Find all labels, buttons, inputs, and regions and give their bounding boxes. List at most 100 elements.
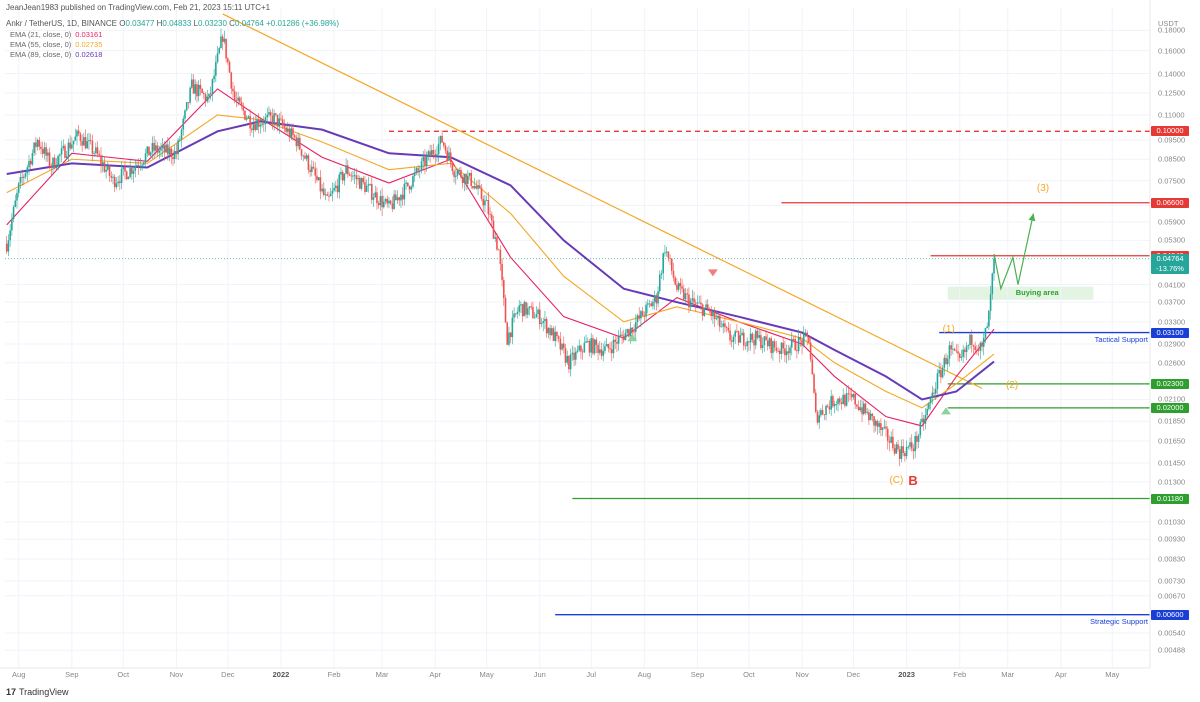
candle-body — [290, 128, 293, 138]
legend-ema-89[interactable]: EMA (89, close, 0) 0.02618 — [10, 50, 103, 59]
candle-body — [110, 176, 113, 178]
candle-body — [84, 137, 87, 149]
candle-body — [922, 418, 925, 424]
candle-body — [945, 357, 947, 365]
candle-body — [775, 347, 778, 351]
tradingview-brand[interactable]: 17 TradingView — [6, 687, 69, 697]
candle-body — [69, 142, 71, 149]
candle-body — [14, 200, 17, 207]
candle-body — [573, 352, 575, 360]
candle-body — [465, 173, 467, 184]
candle-body — [746, 341, 748, 347]
candle-body — [40, 146, 42, 150]
candle-body — [571, 352, 574, 355]
candle-body — [384, 198, 387, 202]
y-tick-label: 0.01650 — [1158, 436, 1186, 446]
candle-body — [729, 330, 731, 341]
candle-body — [801, 339, 803, 346]
candle-body — [569, 354, 572, 370]
candle-body — [597, 344, 599, 353]
candle-body — [705, 304, 707, 308]
candle-body — [592, 338, 594, 354]
candle-body — [967, 345, 970, 346]
candle-body — [974, 346, 976, 351]
candle-body — [415, 168, 418, 173]
candle-body — [508, 332, 510, 345]
candle-body — [782, 342, 784, 349]
candle-body — [638, 315, 641, 319]
candle-body — [132, 170, 135, 174]
candle-body — [134, 166, 137, 171]
legend-ema-55[interactable]: EMA (55, close, 0) 0.02735 — [10, 40, 103, 49]
legend-ema-21[interactable]: EMA (21, close, 0) 0.03161 — [10, 30, 103, 39]
candle-body — [281, 119, 284, 126]
change-value: +0.01286 (+36.98%) — [266, 19, 340, 28]
candle-body — [21, 177, 23, 178]
candle-body — [514, 313, 517, 315]
y-tick-label: 0.05300 — [1158, 235, 1186, 245]
candle-body — [180, 129, 183, 140]
projection-path[interactable] — [993, 213, 1035, 291]
candle-body — [715, 318, 718, 320]
candle-body — [448, 152, 450, 161]
candle-body — [868, 412, 870, 421]
candle-body — [703, 307, 706, 316]
candle-body — [156, 145, 159, 153]
candle-body — [305, 155, 308, 159]
candle-body — [436, 154, 438, 157]
candle-body — [885, 426, 887, 429]
candle-body — [741, 332, 743, 336]
candle-body — [119, 181, 121, 184]
candle-body — [153, 143, 155, 151]
candle-body — [490, 214, 493, 221]
candle-body — [48, 152, 51, 167]
tradingview-logo-icon: 17 — [6, 687, 17, 697]
candle-body — [928, 403, 930, 409]
candle-body — [131, 168, 133, 174]
candle-body — [405, 182, 407, 184]
candle-body — [566, 355, 569, 363]
y-tick-label: 0.02900 — [1158, 339, 1186, 349]
candle-body — [434, 154, 437, 157]
candle-body — [991, 273, 994, 295]
candle-body — [455, 175, 457, 177]
candle-body — [410, 186, 413, 190]
candle-body — [880, 423, 882, 430]
candle-body — [511, 317, 514, 338]
candle-body — [484, 200, 486, 206]
candle-body — [984, 328, 987, 338]
candle-body — [929, 397, 932, 404]
candle-body — [720, 326, 723, 328]
candle-body — [641, 311, 644, 316]
candle-body — [473, 186, 476, 189]
candle-body — [237, 97, 239, 101]
descending-trendline[interactable] — [222, 13, 983, 389]
candle-body — [748, 341, 750, 343]
candle-body — [381, 196, 383, 208]
candle-body — [537, 309, 539, 315]
candle-body — [516, 311, 519, 314]
candle-body — [263, 123, 265, 125]
candle-body — [814, 392, 817, 412]
candle-body — [631, 327, 634, 332]
candle-body — [926, 408, 928, 415]
candle-body — [333, 187, 335, 191]
candle-body — [288, 128, 291, 138]
buying-area-zone — [947, 286, 1094, 300]
candle-body — [612, 339, 615, 354]
candle-body — [952, 348, 954, 350]
candle-body — [203, 93, 205, 95]
candle-body — [89, 140, 92, 141]
candle-body — [605, 344, 608, 347]
candle-body — [155, 145, 157, 151]
candle-body — [816, 411, 819, 423]
candle-body — [329, 193, 332, 197]
candle-body — [103, 162, 106, 172]
candle-body — [614, 339, 617, 342]
candle-body — [532, 306, 534, 319]
x-tick-label: Aug — [12, 670, 26, 679]
level-price-tag: 0.00600 — [1151, 609, 1189, 620]
candle-body — [136, 165, 138, 167]
candle-body — [197, 84, 200, 97]
